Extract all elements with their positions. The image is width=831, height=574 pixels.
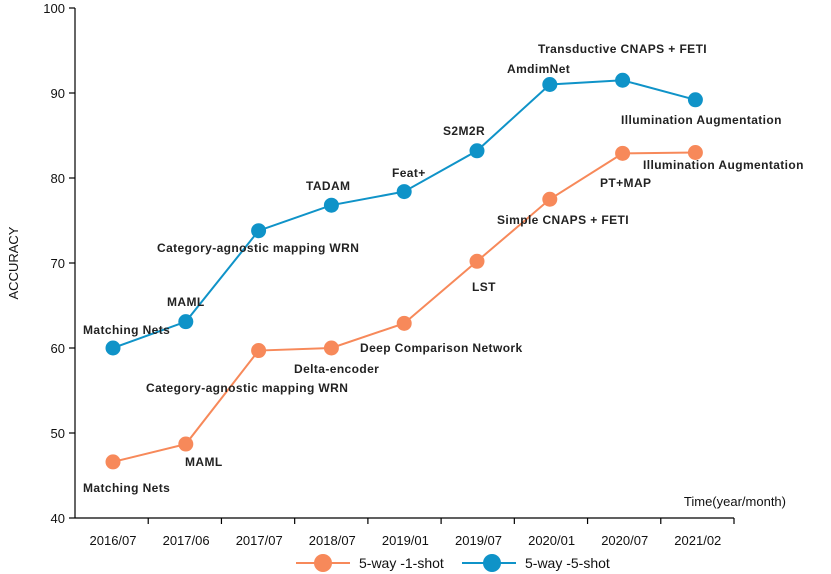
point-annotation: Deep Comparison Network [360,341,523,355]
legend: 5-way -1-shot 5-way -5-shot [296,554,610,572]
point-annotation: Matching Nets [83,481,170,495]
data-point [687,145,703,160]
x-ticks: 2016/07 2017/06 2017/07 2018/07 2019/01 2019/… [90,518,735,548]
legend-marker [314,554,332,572]
legend-marker [483,554,501,572]
data-point [396,184,412,200]
data-point [323,197,339,213]
data-point [178,436,194,452]
point-annotation: Matching Nets [83,323,170,337]
data-point [251,223,267,239]
x-tick-label: 2020/07 [601,533,648,548]
data-point [178,314,194,330]
legend-item: 5-way -5-shot [462,554,610,572]
point-annotation: MAML [167,295,205,309]
point-annotation: Category-agnostic mapping WRN [157,241,359,255]
x-tick-label: 2016/07 [90,533,137,548]
legend-label: 5-way -1-shot [359,555,444,571]
point-annotation: PT+MAP [600,176,651,190]
series-one-shot [105,145,703,470]
legend-label: 5-way -5-shot [525,555,610,571]
x-axis-title: Time(year/month) [684,494,786,509]
data-point [615,145,631,161]
legend-item: 5-way -1-shot [296,554,444,572]
y-tick-label: 100 [43,1,65,16]
point-annotation: MAML [185,455,223,469]
point-annotation: Category-agnostic mapping WRN [146,381,348,395]
y-tick-label: 90 [51,86,65,101]
data-point [396,315,412,331]
y-tick-label: 70 [51,256,65,271]
point-annotation: Illumination Augmentation [643,158,804,172]
point-annotation: TADAM [306,179,350,193]
data-point [469,143,485,159]
data-point [105,454,121,470]
data-point [469,253,485,269]
x-tick-label: 2019/07 [455,533,502,548]
point-annotation: S2M2R [443,124,485,138]
x-tick-label: 2020/01 [528,533,575,548]
point-annotation: AmdimNet [507,62,570,76]
data-point [542,77,558,92]
data-point [542,191,558,207]
point-annotation: Transductive CNAPS + FETI [538,42,707,56]
y-tick-label: 40 [51,511,65,526]
series-five-shot [105,72,703,356]
y-axis-title: ACCURACY [6,226,21,299]
y-tick-label: 80 [51,171,65,186]
annotations: Matching Nets MAML Category-agnostic mappi… [83,42,804,495]
data-point [323,340,339,356]
x-tick-label: 2017/07 [236,533,283,548]
data-point [251,343,267,359]
data-point [615,72,631,88]
series-layer [105,72,703,470]
point-annotation: Illumination Augmentation [621,113,782,127]
y-tick-label: 60 [51,341,65,356]
x-tick-label: 2019/01 [382,533,429,548]
point-annotation: Delta-encoder [294,362,379,376]
x-tick-label: 2018/07 [309,533,356,548]
point-annotation: LST [472,280,496,294]
point-annotation: Simple CNAPS + FETI [497,213,629,227]
data-point [687,92,703,108]
x-tick-label: 2021/02 [674,533,721,548]
y-tick-label: 50 [51,426,65,441]
y-ticks: 40 50 60 70 80 90 100 [43,1,75,526]
point-annotation: Feat+ [392,166,426,180]
data-point [105,340,121,356]
x-tick-label: 2017/06 [163,533,210,548]
